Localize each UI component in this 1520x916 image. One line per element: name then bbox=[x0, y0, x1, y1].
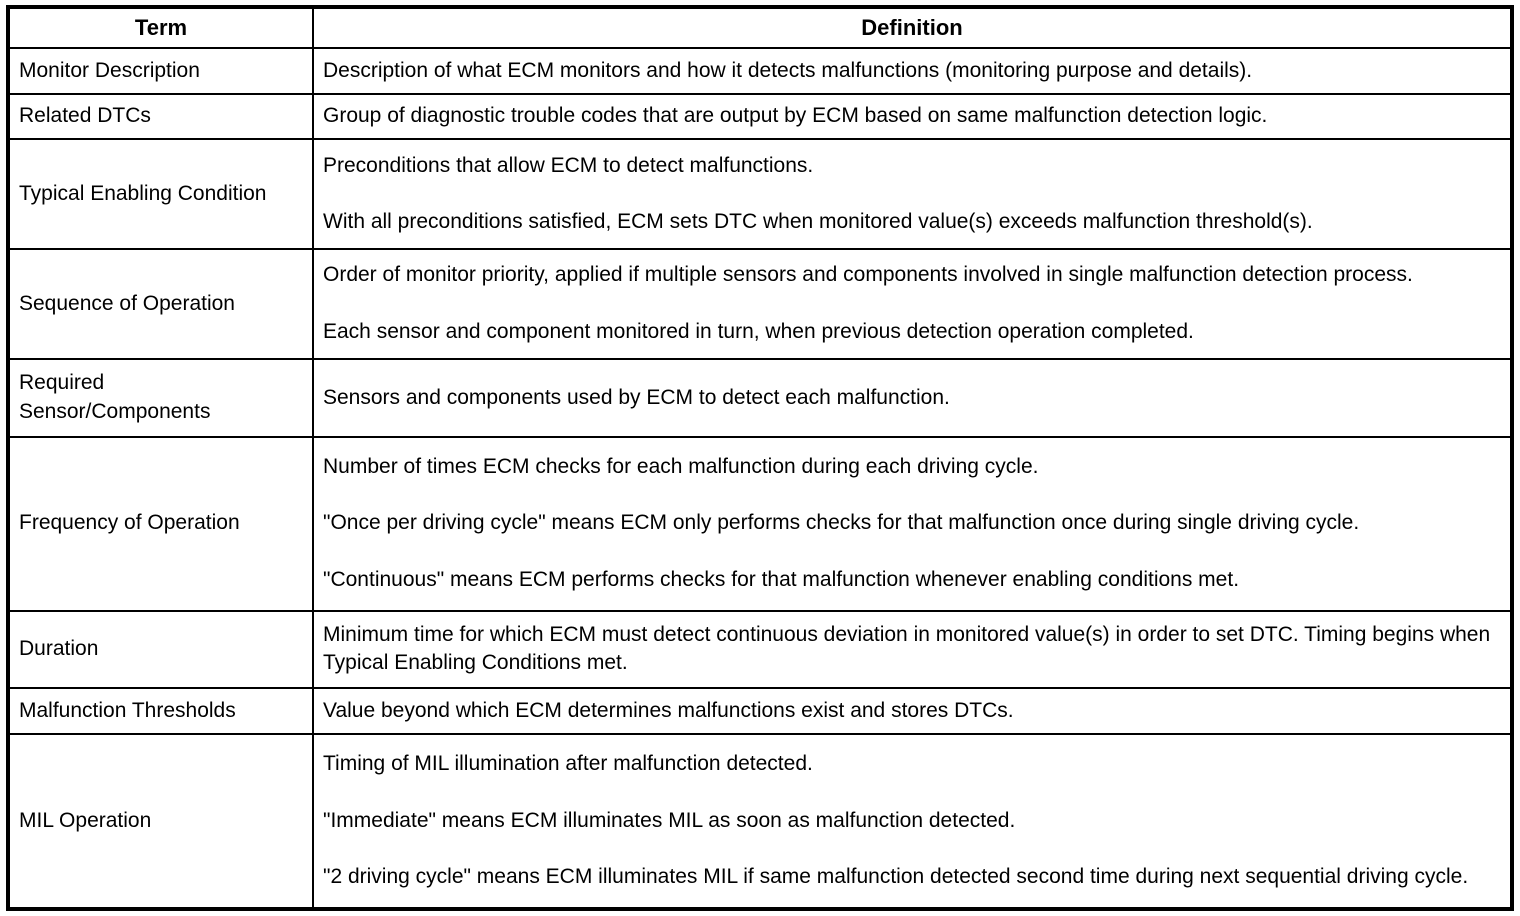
definition-paragraph: Timing of MIL illumination after malfunc… bbox=[323, 752, 813, 776]
table-row: Duration Minimum time for which ECM must … bbox=[7, 609, 1513, 690]
definition-paragraph: With all preconditions satisfied, ECM se… bbox=[323, 210, 1313, 234]
definition-paragraph: Preconditions that allow ECM to detect m… bbox=[323, 153, 814, 177]
definition-cell: Timing of MIL illumination after malfunc… bbox=[312, 732, 1513, 911]
table-row: Malfunction Thresholds Value beyond which… bbox=[7, 687, 1513, 735]
term-cell: Duration bbox=[7, 609, 314, 690]
definition-paragraph: Number of times ECM checks for each malf… bbox=[323, 454, 1039, 478]
definition-cell: Value beyond which ECM determines malfun… bbox=[312, 687, 1513, 735]
table-row: Required Sensor/Components Sensors and co… bbox=[7, 357, 1513, 438]
table-row: MIL Operation Timing of MIL illumination … bbox=[7, 732, 1513, 911]
definition-cell: Minimum time for which ECM must detect c… bbox=[312, 609, 1513, 690]
term-cell: Related DTCs bbox=[7, 92, 314, 141]
table-row: Sequence of Operation Order of monitor pr… bbox=[7, 248, 1513, 360]
definition-table: Term Definition Monitor Description Descr… bbox=[6, 5, 1514, 911]
table-row: Typical Enabling Condition Preconditions … bbox=[7, 138, 1513, 251]
term-cell: Typical Enabling Condition bbox=[7, 138, 314, 251]
definition-cell: Description of what ECM monitors and how… bbox=[312, 47, 1513, 95]
definition-cell: Group of diagnostic trouble codes that a… bbox=[312, 92, 1513, 141]
definition-paragraph: Group of diagnostic trouble codes that a… bbox=[323, 104, 1268, 128]
definition-cell: Number of times ECM checks for each malf… bbox=[312, 435, 1513, 612]
definition-paragraph: Value beyond which ECM determines malfun… bbox=[323, 698, 1014, 722]
definition-paragraph: "Immediate" means ECM illuminates MIL as… bbox=[323, 808, 1016, 832]
definition-cell: Order of monitor priority, applied if mu… bbox=[312, 248, 1513, 360]
term-cell: Frequency of Operation bbox=[7, 435, 314, 612]
definition-paragraph: Description of what ECM monitors and how… bbox=[323, 58, 1253, 82]
definition-paragraph: Minimum time for which ECM must detect c… bbox=[323, 623, 1491, 675]
definition-paragraph: "Once per driving cycle" means ECM only … bbox=[323, 511, 1360, 535]
definition-paragraph: Sensors and components used by ECM to de… bbox=[323, 385, 950, 409]
table-row: Monitor Description Description of what E… bbox=[7, 47, 1513, 95]
definition-cell: Sensors and components used by ECM to de… bbox=[312, 357, 1513, 438]
definition-paragraph: "Continuous" means ECM performs checks f… bbox=[323, 568, 1240, 592]
table-row: Frequency of Operation Number of times EC… bbox=[7, 435, 1513, 612]
table-body: Monitor Description Description of what E… bbox=[7, 47, 1513, 911]
definition-column-header: Definition bbox=[312, 6, 1513, 49]
term-cell: Monitor Description bbox=[7, 47, 314, 95]
term-cell: Required Sensor/Components bbox=[7, 357, 314, 438]
table-header-row: Term Definition bbox=[7, 6, 1513, 49]
term-cell: MIL Operation bbox=[7, 732, 314, 911]
definition-paragraph: "2 driving cycle" means ECM illuminates … bbox=[323, 865, 1469, 889]
definition-paragraph: Each sensor and component monitored in t… bbox=[323, 320, 1194, 344]
term-cell: Sequence of Operation bbox=[7, 248, 314, 360]
term-cell: Malfunction Thresholds bbox=[7, 687, 314, 735]
term-column-header: Term bbox=[7, 6, 314, 49]
definition-cell: Preconditions that allow ECM to detect m… bbox=[312, 138, 1513, 251]
table-row: Related DTCs Group of diagnostic trouble … bbox=[7, 92, 1513, 141]
definition-paragraph: Order of monitor priority, applied if mu… bbox=[323, 263, 1413, 287]
